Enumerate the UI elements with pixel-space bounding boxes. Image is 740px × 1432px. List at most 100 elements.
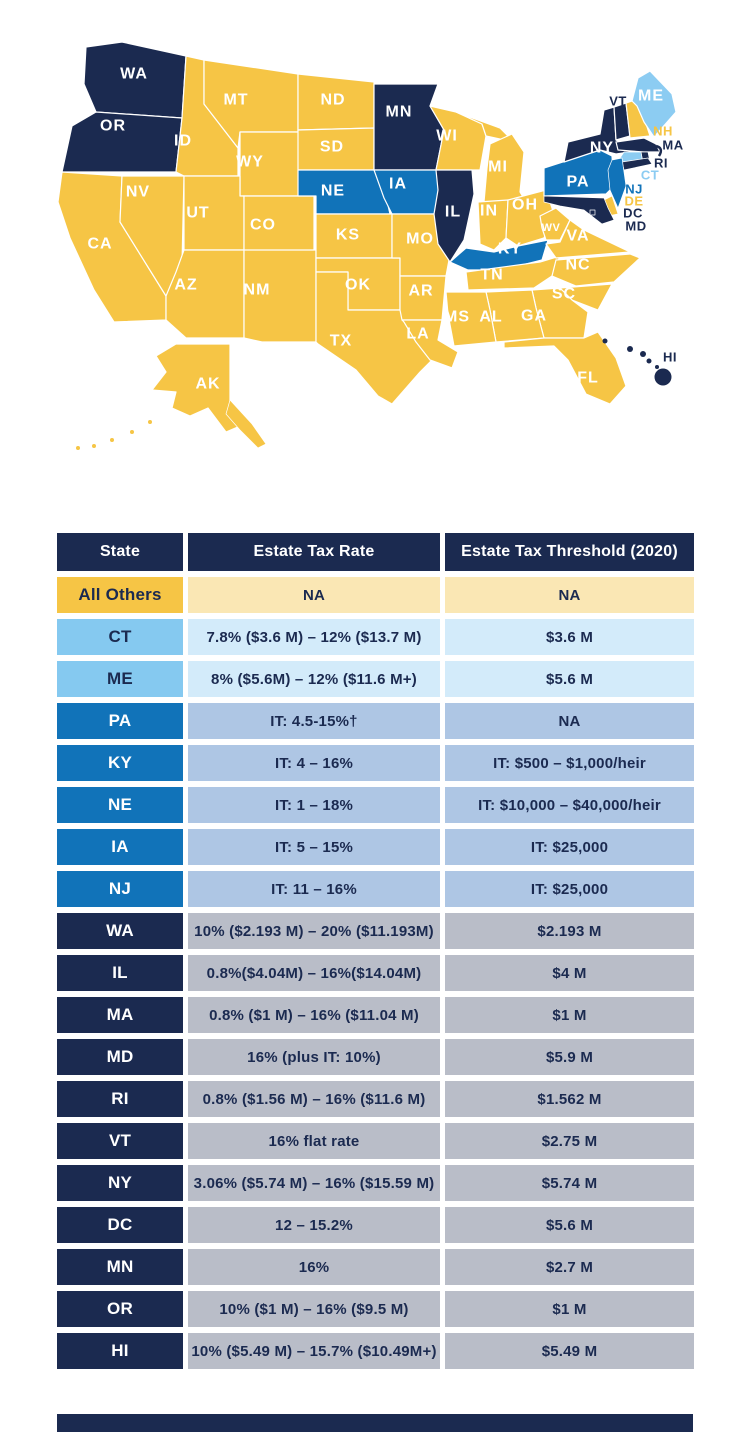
threshold-cell: $5.49 M	[445, 1333, 694, 1369]
state-label-in: IN	[480, 203, 498, 220]
rate-cell: 0.8% ($1 M) – 16% ($11.04 M)	[188, 997, 440, 1033]
state-label-nj: NJ	[625, 182, 643, 197]
rate-cell: 16% flat rate	[188, 1123, 440, 1159]
state-cell: WA	[57, 913, 183, 949]
threshold-cell: $2.75 M	[445, 1123, 694, 1159]
state-or	[61, 111, 183, 173]
threshold-cell: $1 M	[445, 1291, 694, 1327]
rate-cell: IT: 5 – 15%	[188, 829, 440, 865]
threshold-cell: $3.6 M	[445, 619, 694, 655]
state-cell: RI	[57, 1081, 183, 1117]
state-nj	[607, 157, 627, 209]
state-labels: WA OR CA NV ID MT WY UT AZ CO NM ND SD N…	[87, 66, 683, 393]
state-label-ky: KY	[498, 241, 522, 258]
state-cell: All Others	[57, 577, 183, 613]
threshold-cell: IT: $25,000	[445, 871, 694, 907]
state-label-ok: OK	[345, 277, 371, 294]
state-tx	[315, 271, 437, 405]
state-label-me: ME	[638, 88, 664, 105]
state-va	[545, 219, 631, 259]
state-label-ks: KS	[336, 227, 360, 244]
state-label-dc: DC	[623, 206, 643, 221]
threshold-cell: $2.193 M	[445, 913, 694, 949]
state-cell: DC	[57, 1207, 183, 1243]
state-label-ak: AK	[195, 376, 220, 393]
state-cell: MA	[57, 997, 183, 1033]
state-cell: MN	[57, 1249, 183, 1285]
rate-cell: 10% ($2.193 M) – 20% ($11.193M)	[188, 913, 440, 949]
state-hi-island	[655, 365, 659, 369]
threshold-cell: $5.6 M	[445, 1207, 694, 1243]
state-label-de: DE	[624, 194, 643, 209]
state-label-nv: NV	[126, 184, 150, 201]
state-la	[401, 319, 459, 369]
state-label-co: CO	[250, 217, 276, 234]
state-label-ct: CT	[641, 168, 659, 183]
ak-aleutian-island	[76, 446, 80, 450]
state-label-hi: HI	[663, 350, 677, 365]
rate-cell: IT: 4 – 16%	[188, 745, 440, 781]
state-cell: VT	[57, 1123, 183, 1159]
state-label-sc: SC	[552, 286, 576, 303]
state-nm	[243, 249, 317, 343]
state-label-tx: TX	[330, 333, 352, 350]
ak-aleutian-island	[92, 444, 96, 448]
rate-cell: IT: 4.5-15%†	[188, 703, 440, 739]
state-label-ri: RI	[654, 156, 668, 171]
state-label-id: ID	[174, 133, 192, 150]
state-label-fl: FL	[577, 370, 599, 387]
state-label-oh: OH	[512, 197, 538, 214]
state-label-ia: IA	[389, 176, 407, 193]
state-hi-island	[602, 338, 608, 344]
rate-cell: 3.06% ($5.74 M) – 16% ($15.59 M)	[188, 1165, 440, 1201]
state-label-md: MD	[625, 219, 646, 234]
header-threshold: Estate Tax Threshold (2020)	[445, 533, 694, 571]
threshold-cell: NA	[445, 703, 694, 739]
state-label-wv: WV	[542, 222, 561, 234]
state-ma	[615, 137, 661, 153]
threshold-cell: $5.74 M	[445, 1165, 694, 1201]
state-label-mo: MO	[406, 231, 434, 248]
us-choropleth-map: WA OR CA NV ID MT WY UT AZ CO NM ND SD N…	[57, 41, 683, 450]
rate-cell: 8% ($5.6M) – 12% ($11.6 M+)	[188, 661, 440, 697]
state-ms	[445, 291, 497, 347]
state-hi-big-island	[654, 368, 672, 386]
rate-cell: 0.8% ($1.56 M) – 16% ($11.6 M)	[188, 1081, 440, 1117]
threshold-cell: IT: $25,000	[445, 829, 694, 865]
state-in	[477, 199, 509, 251]
threshold-cell: IT: $10,000 – $40,000/heir	[445, 787, 694, 823]
rate-cell: IT: 11 – 16%	[188, 871, 440, 907]
state-label-nd: ND	[320, 92, 345, 109]
state-hi-island	[646, 358, 652, 364]
state-cell: ME	[57, 661, 183, 697]
state-label-ny: NY	[590, 140, 614, 157]
state-cell: KY	[57, 745, 183, 781]
state-cell: HI	[57, 1333, 183, 1369]
threshold-cell: $4 M	[445, 955, 694, 991]
ak-aleutian-island	[110, 438, 114, 442]
ma-cape-cod-hook	[655, 144, 663, 157]
state-cell: IL	[57, 955, 183, 991]
state-label-nh: NH	[653, 124, 673, 139]
ak-aleutian-island	[130, 430, 134, 434]
state-label-mt: MT	[223, 92, 248, 109]
state-label-pa: PA	[566, 174, 589, 191]
state-label-ga: GA	[521, 308, 547, 325]
state-label-va: VA	[566, 228, 589, 245]
state-label-il: IL	[445, 204, 461, 221]
header-state: State	[57, 533, 183, 571]
ak-aleutian-island	[148, 420, 152, 424]
rate-cell: 0.8%($4.04M) – 16%($14.04M)	[188, 955, 440, 991]
state-fl	[503, 331, 627, 405]
state-label-ma: MA	[662, 138, 683, 153]
threshold-cell: NA	[445, 577, 694, 613]
state-label-al: AL	[479, 309, 502, 326]
state-ak-panhandle	[225, 399, 267, 449]
state-label-wy: WY	[236, 154, 264, 171]
rate-cell: 10% ($5.49 M) – 15.7% ($10.49M+)	[188, 1333, 440, 1369]
state-label-sd: SD	[320, 139, 344, 156]
state-label-vt: VT	[609, 94, 627, 109]
state-label-ms: MS	[444, 309, 470, 326]
rate-cell: IT: 1 – 18%	[188, 787, 440, 823]
threshold-cell: IT: $500 – $1,000/heir	[445, 745, 694, 781]
